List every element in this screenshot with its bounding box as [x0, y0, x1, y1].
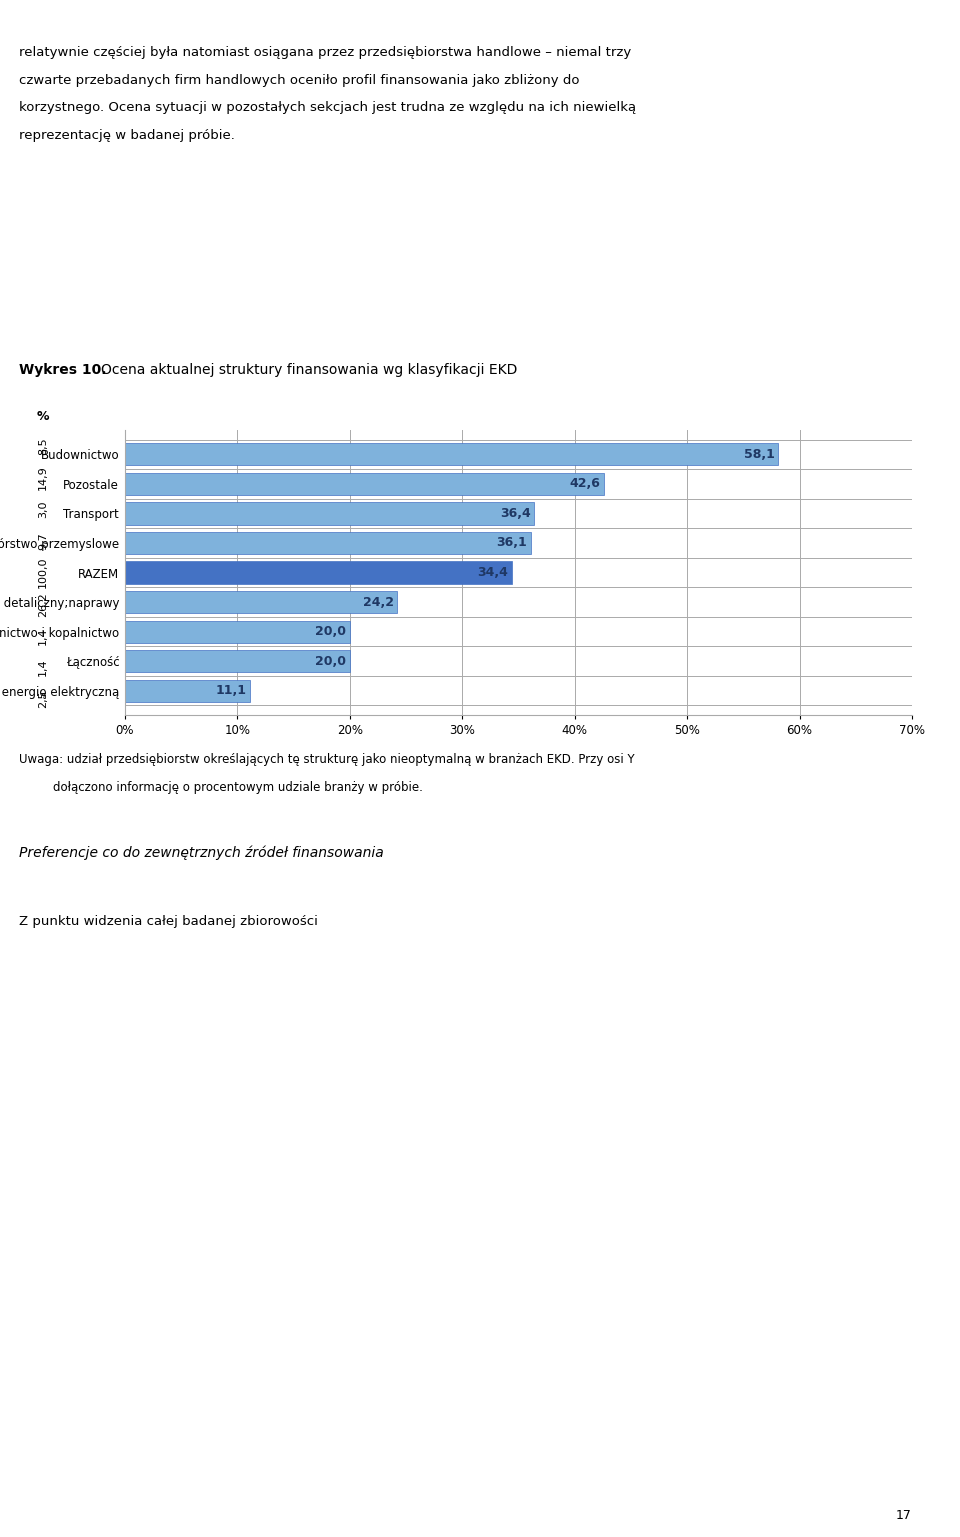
Bar	[125, 621, 349, 642]
Bar	[125, 592, 396, 613]
Bar	[125, 561, 512, 584]
Text: relatywnie częściej była natomiast osiągana przez przedsiębiorstwa handlowe – ni: relatywnie częściej była natomiast osiąg…	[19, 46, 632, 58]
Text: 24,2: 24,2	[363, 595, 394, 609]
Text: 58,1: 58,1	[744, 447, 775, 461]
Text: czwarte przebadanych firm handlowych oceniło profil finansowania jako zbliżony d: czwarte przebadanych firm handlowych oce…	[19, 74, 580, 86]
Text: 20,0: 20,0	[315, 655, 347, 667]
Text: Wykres 10.: Wykres 10.	[19, 363, 107, 377]
Text: 34,4: 34,4	[477, 566, 508, 579]
Text: korzystnego. Ocena sytuacji w pozostałych sekcjach jest trudna ze względu na ich: korzystnego. Ocena sytuacji w pozostałyc…	[19, 101, 636, 114]
Bar	[125, 473, 604, 495]
Text: Ocena aktualnej struktury finansowania wg klasyfikacji EKD: Ocena aktualnej struktury finansowania w…	[101, 363, 517, 377]
Text: 36,4: 36,4	[500, 507, 531, 520]
Text: Z punktu widzenia całej badanej zbiorowości: Z punktu widzenia całej badanej zbiorowo…	[19, 915, 318, 927]
Text: %: %	[36, 410, 50, 423]
Bar	[125, 650, 349, 672]
Bar	[125, 443, 779, 466]
Text: 26,2: 26,2	[38, 592, 48, 616]
Text: 2,5: 2,5	[38, 690, 48, 707]
Text: Uwaga: udział przedsiębiorstw określających tę strukturę jako nieoptymalną w bra: Uwaga: udział przedsiębiorstw określając…	[19, 753, 635, 765]
Bar	[125, 503, 534, 524]
Text: 11,1: 11,1	[215, 684, 247, 698]
Text: 3,0: 3,0	[38, 501, 48, 518]
Text: 9,7: 9,7	[38, 532, 48, 550]
Text: 8,5: 8,5	[38, 438, 48, 455]
Text: 100,0: 100,0	[38, 556, 48, 589]
Bar	[125, 679, 250, 702]
Text: 14,9: 14,9	[38, 466, 48, 490]
Text: dołączono informację o procentowym udziale branży w próbie.: dołączono informację o procentowym udzia…	[53, 781, 422, 793]
Text: 42,6: 42,6	[569, 478, 601, 490]
Text: 1,4: 1,4	[38, 627, 48, 644]
Text: 36,1: 36,1	[496, 536, 527, 550]
Text: Preferencje co do zewnętrznych źródeł finansowania: Preferencje co do zewnętrznych źródeł fi…	[19, 845, 384, 859]
Bar	[125, 532, 531, 553]
Text: 17: 17	[896, 1509, 912, 1522]
Text: reprezentację w badanej próbie.: reprezentację w badanej próbie.	[19, 129, 235, 141]
Text: 20,0: 20,0	[315, 626, 347, 638]
Text: 1,4: 1,4	[38, 658, 48, 676]
